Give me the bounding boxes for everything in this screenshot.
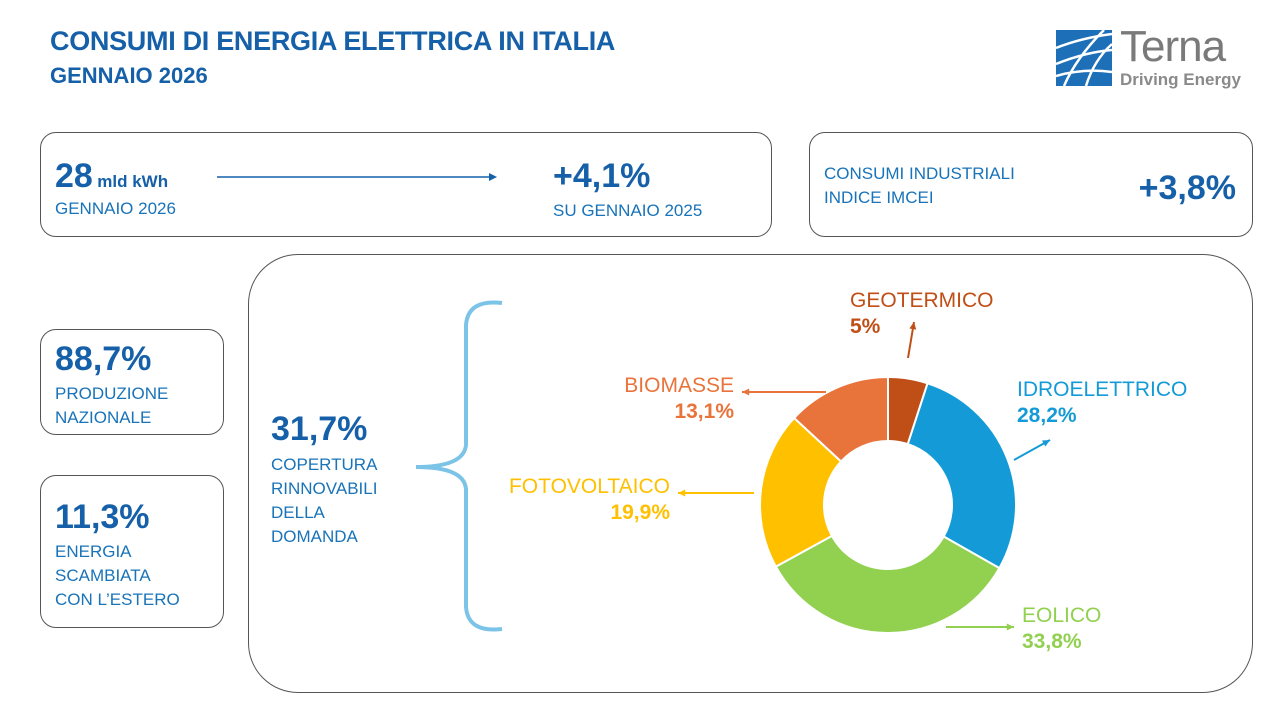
renewables-line2: RINNOVABILI [271, 479, 378, 498]
exchange-line1: ENERGIA [55, 542, 132, 561]
page-title: CONSUMI DI ENERGIA ELETTRICA IN ITALIA [50, 26, 616, 56]
label-name: GEOTERMICO [850, 289, 994, 312]
production-line1: PRODUZIONE [55, 384, 169, 403]
arrowhead-icon [1042, 440, 1050, 447]
arrowhead-icon [742, 388, 750, 396]
production-value: 88,7% [55, 340, 152, 378]
label-geotermico: GEOTERMICO 5% [850, 288, 994, 340]
label-value: 5% [850, 315, 881, 338]
industrial-label-2: INDICE IMCEI [824, 188, 934, 207]
donut-slice-biomasse [792, 375, 889, 463]
renewables-line1: COPERTURA [271, 455, 378, 474]
consumption-period: GENNAIO 2026 [55, 199, 176, 218]
logo-tagline: Driving Energy [1120, 70, 1241, 89]
consumption-unit: mld kWh [97, 172, 169, 191]
consumption-card: 28 mld kWh GENNAIO 2026 +4,1% SU GENNAIO… [40, 132, 772, 237]
donut-slice-eolico [774, 534, 1001, 634]
arrowhead-icon [1006, 623, 1014, 631]
label-biomasse: BIOMASSE 13,1% [600, 373, 734, 425]
exchange-card: 11,3% ENERGIA SCAMBIATA CON L’ESTERO [40, 475, 224, 628]
label-name: IDROELETTRICO [1017, 378, 1188, 401]
production-line2: NAZIONALE [55, 408, 152, 427]
production-card: 88,7% PRODUZIONE NAZIONALE [40, 329, 224, 435]
renewables-line3: DELLA [271, 503, 325, 522]
label-value: 13,1% [674, 400, 734, 423]
label-name: EOLICO [1022, 604, 1102, 627]
label-fotovoltaico: FOTOVOLTAICO 19,9% [496, 474, 670, 526]
label-value: 28,2% [1017, 404, 1077, 427]
label-idroelettrico: IDROELETTRICO 28,2% [1017, 377, 1187, 429]
exchange-line2: SCAMBIATA [55, 566, 151, 585]
renewables-line4: DOMANDA [271, 527, 358, 546]
logo-name: Terna [1120, 22, 1226, 71]
label-value: 19,9% [610, 501, 670, 524]
consumption-change-label: SU GENNAIO 2025 [553, 201, 703, 220]
donut-slice-idroelettrico [906, 382, 1017, 570]
label-name: BIOMASSE [624, 374, 734, 397]
industrial-label-1: CONSUMI INDUSTRIALI [824, 164, 1015, 183]
brace-icon [415, 300, 503, 632]
exchange-line3: CON L’ESTERO [55, 590, 180, 609]
exchange-value: 11,3% [55, 498, 150, 536]
consumption-value: 28 [55, 157, 93, 195]
page-subtitle: GENNAIO 2026 [50, 63, 208, 88]
label-value: 33,8% [1022, 630, 1082, 653]
industrial-card: CONSUMI INDUSTRIALI INDICE IMCEI +3,8% [809, 132, 1253, 237]
arrow-icon [217, 173, 497, 181]
industrial-value: +3,8% [1138, 169, 1236, 207]
arrowhead-icon [678, 489, 686, 497]
terna-logo: Terna Driving Energy [1055, 22, 1251, 90]
label-eolico: EOLICO 33,8% [1022, 603, 1101, 655]
arrowhead-icon [909, 322, 917, 330]
consumption-change: +4,1% [553, 157, 651, 195]
terna-logo-mark [1055, 29, 1113, 87]
renewables-value: 31,7% [271, 410, 368, 448]
renewables-panel [248, 254, 1253, 693]
label-name: FOTOVOLTAICO [508, 475, 670, 498]
